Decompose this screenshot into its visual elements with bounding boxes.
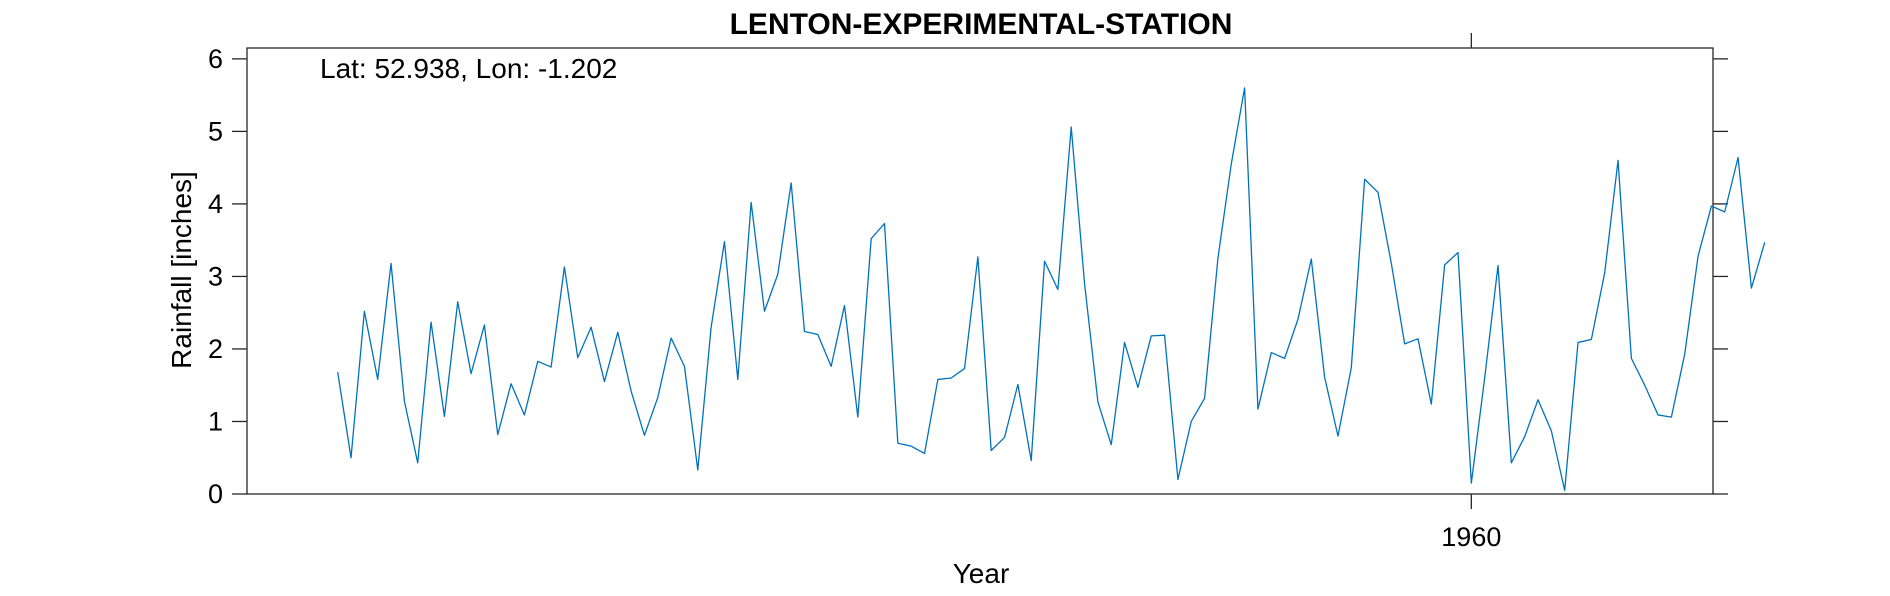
chart-title: LENTON-EXPERIMENTAL-STATION bbox=[730, 8, 1233, 41]
y-tick-label: 3 bbox=[208, 261, 223, 291]
axes bbox=[246, 47, 1714, 495]
x-tick-label: 1960 bbox=[1441, 522, 1501, 552]
y-tick-label: 6 bbox=[208, 44, 223, 74]
y-tick-label: 5 bbox=[208, 116, 223, 146]
y-axis-title: Rainfall [inches] bbox=[166, 171, 197, 369]
ticks: 0 1 2 3 4 5 6 1960 bbox=[208, 33, 1728, 552]
y-tick-label: 0 bbox=[208, 479, 223, 509]
y-tick-label: 2 bbox=[208, 334, 223, 364]
y-tick-label: 4 bbox=[208, 189, 223, 219]
station-coordinates-annotation: Lat: 52.938, Lon: -1.202 bbox=[320, 53, 617, 84]
plot-area-box bbox=[246, 47, 1714, 495]
y-tick-label: 1 bbox=[208, 406, 223, 436]
rainfall-series-line bbox=[337, 87, 1766, 492]
series-lines bbox=[337, 87, 1766, 492]
x-axis-title: Year bbox=[953, 558, 1010, 589]
